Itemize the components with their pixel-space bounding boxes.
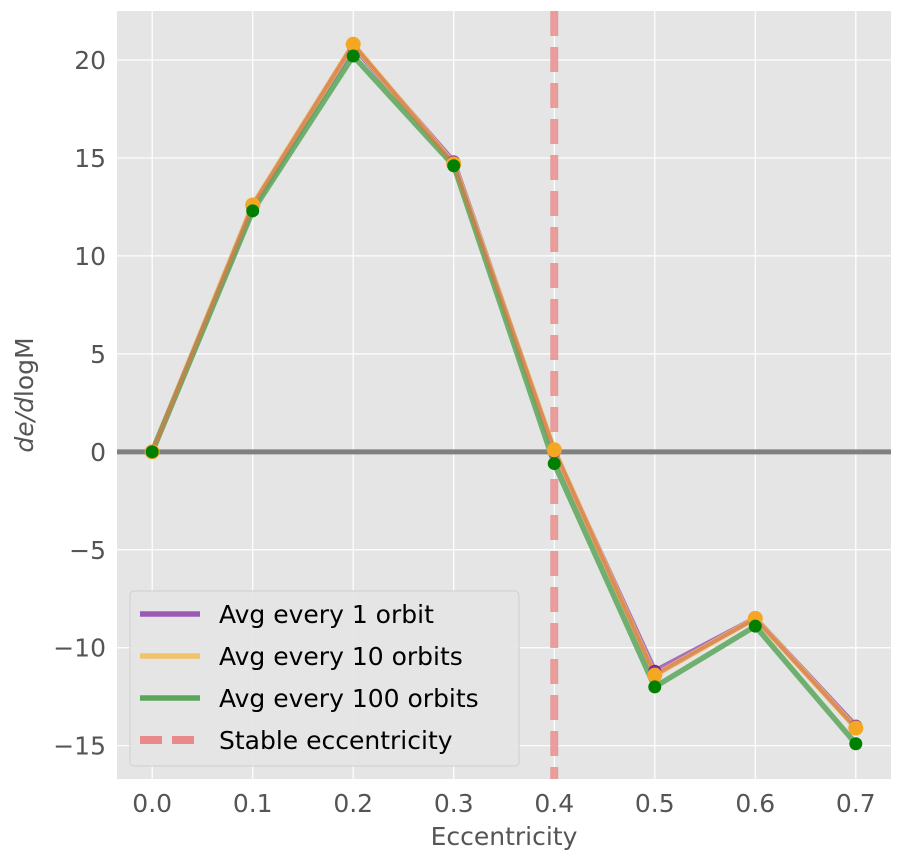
series-2-point — [848, 720, 864, 736]
legend-label: Stable eccentricity — [219, 726, 453, 755]
series-2-point — [647, 667, 663, 683]
x-tick-label: 0.3 — [434, 789, 474, 818]
y-tick-label: −5 — [69, 536, 106, 565]
tick-labels: 0.0 0.1 0.2 0.3 0.4 0.5 0.6 0.7 −15 −10 −5 0 5 10 15 20 — [53, 46, 875, 818]
series-3-point — [547, 457, 561, 471]
series-3-point — [748, 619, 762, 633]
legend-label: Avg every 100 orbits — [219, 684, 479, 713]
y-tick-label: 5 — [90, 340, 106, 369]
series-overlay-line — [150, 42, 858, 730]
x-axis-label: Eccentricity — [431, 822, 578, 851]
y-tick-label: 10 — [74, 242, 106, 271]
x-tick-label: 0.7 — [836, 789, 876, 818]
y-axis-label: de/dlogM — [10, 337, 39, 452]
series-3-point — [346, 49, 360, 63]
y-tick-label: 15 — [74, 144, 106, 173]
series-3-point — [246, 204, 260, 218]
x-tick-label: 0.0 — [132, 789, 172, 818]
y-tick-label: −10 — [53, 634, 106, 663]
x-tick-label: 0.4 — [534, 789, 574, 818]
y-tick-label: 0 — [90, 438, 106, 467]
series-line-3 — [149, 53, 858, 746]
x-tick-label: 0.1 — [233, 789, 273, 818]
series-3-point — [648, 680, 662, 694]
series-2-point — [345, 36, 361, 52]
series-3-point — [849, 737, 863, 751]
x-tick-label: 0.2 — [333, 789, 373, 818]
y-axis-label-italic: de/d — [10, 397, 39, 453]
series-3-point — [145, 445, 159, 459]
series-layer — [144, 36, 864, 751]
legend-box — [129, 590, 520, 767]
legend: Avg every 1 orbit Avg every 10 orbits Avg … — [129, 590, 520, 767]
y-axis-label-rest: logM — [10, 337, 39, 397]
legend-label: Avg every 10 orbits — [219, 642, 463, 671]
y-tick-label: 20 — [74, 46, 106, 75]
series-3-point — [447, 159, 461, 173]
y-tick-label: −15 — [53, 732, 106, 761]
series-2-point — [546, 442, 562, 458]
legend-label: Avg every 1 orbit — [219, 600, 434, 629]
x-tick-label: 0.6 — [735, 789, 775, 818]
x-tick-label: 0.5 — [635, 789, 675, 818]
